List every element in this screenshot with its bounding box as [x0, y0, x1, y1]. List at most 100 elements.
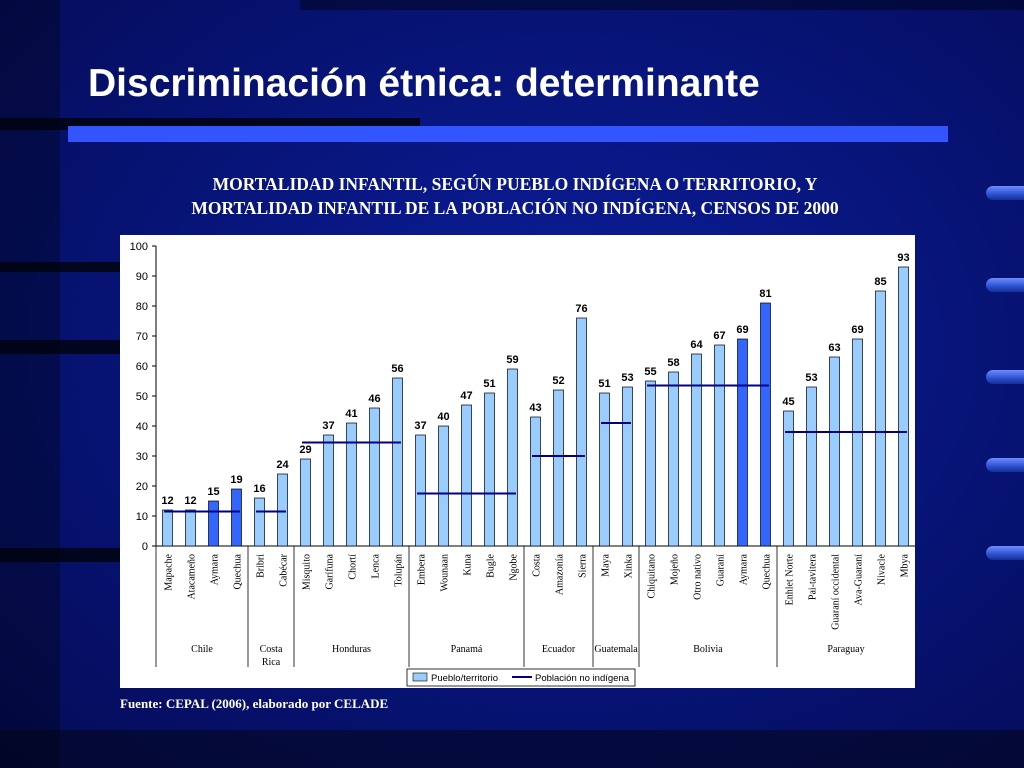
bar — [162, 509, 173, 547]
bar-value-label: 52 — [552, 375, 564, 387]
y-tick-label: 80 — [136, 301, 148, 313]
bar-value-label: 12 — [184, 495, 196, 507]
chart-area: 0 10 20 30 40 50 60 70 80 90 100 12 12 15 19 16 24 29 37 41… — [120, 235, 915, 688]
category-label: Xinka — [624, 553, 635, 578]
category-label: Pai-tavitera — [808, 553, 819, 600]
category-label: Ngobe — [509, 553, 520, 580]
bg-stripe — [0, 0, 60, 768]
category-label: Sierra — [578, 553, 589, 577]
group-label: Panamá — [451, 644, 483, 655]
chart-title: MORTALIDAD INFANTIL, SEGÚN PUEBLO INDÍGE… — [120, 172, 910, 220]
category-label: Quechua — [762, 553, 773, 589]
bar — [783, 410, 794, 547]
bar — [484, 392, 495, 547]
bar-value-label: 41 — [345, 408, 357, 420]
bar-value-label: 59 — [506, 354, 518, 366]
category-label: Embera — [417, 553, 428, 585]
group-label-line: Costa — [260, 644, 283, 655]
bar-value-label: 53 — [621, 372, 633, 384]
category-label: Chortí — [348, 554, 359, 580]
bar-value-label: 51 — [483, 378, 495, 390]
bar — [208, 500, 219, 547]
bar-value-label: 47 — [460, 390, 472, 402]
chart-title-line-2: MORTALIDAD INFANTIL DE LA POBLACIÓN NO I… — [191, 198, 839, 218]
bar-value-label: 40 — [437, 411, 449, 423]
bar — [622, 386, 633, 547]
bar — [553, 389, 564, 547]
category-label: Chiquitano — [647, 554, 658, 598]
bar-value-label: 64 — [690, 339, 703, 351]
bar-value-label: 69 — [736, 324, 748, 336]
bar-value-label: 15 — [207, 486, 219, 498]
bar — [254, 497, 265, 547]
category-label: Costa — [532, 553, 543, 576]
bar — [277, 473, 288, 547]
bar — [530, 416, 541, 547]
bar — [852, 338, 863, 547]
bar-value-label: 12 — [161, 495, 173, 507]
bar-value-label: 63 — [828, 342, 840, 354]
category-label: Aymara — [739, 553, 750, 585]
bar — [415, 434, 426, 547]
bar-value-label: 16 — [253, 483, 265, 495]
group-label: Chile — [191, 644, 213, 655]
bg-stripe — [0, 340, 120, 354]
group-label: Guatemala — [594, 644, 638, 655]
bar — [461, 404, 472, 547]
y-tick-label: 50 — [136, 391, 148, 403]
bar — [645, 380, 656, 547]
category-label: Misquito — [302, 554, 313, 590]
bar-value-label: 45 — [782, 396, 794, 408]
group-label: Bolivia — [693, 644, 723, 655]
bar-value-label: 67 — [713, 330, 725, 342]
group-label-line: Rica — [262, 657, 281, 668]
bg-stripe — [300, 0, 1024, 10]
bar-value-label: 56 — [391, 363, 403, 375]
legend-label-pueblo: Pueblo/territorio — [431, 673, 498, 684]
bar-value-label: 69 — [851, 324, 863, 336]
bar — [346, 422, 357, 547]
bar — [599, 392, 610, 547]
group-label: Ecuador — [542, 644, 576, 655]
legend-bar-swatch — [412, 672, 428, 682]
category-label: Maya — [601, 553, 612, 576]
bar — [300, 458, 311, 547]
category-label: Lenca — [371, 553, 382, 578]
bar-value-label: 24 — [276, 459, 289, 471]
group-label: Honduras — [332, 644, 371, 655]
bar — [691, 353, 702, 547]
bar-value-label: 85 — [874, 276, 886, 288]
category-label: Aymara — [210, 553, 221, 585]
bg-stripe — [0, 730, 1024, 768]
y-tick-label: 30 — [136, 451, 148, 463]
bar-value-label: 37 — [322, 420, 334, 432]
category-label: Guaraní — [716, 554, 727, 586]
bar — [185, 509, 196, 547]
bar-value-label: 19 — [230, 474, 242, 486]
category-label: Guaraní occidental — [831, 554, 842, 630]
y-tick-label: 60 — [136, 361, 148, 373]
y-tick-label: 90 — [136, 271, 148, 283]
bar — [438, 425, 449, 547]
y-tick-label: 10 — [136, 511, 148, 523]
bar-value-label: 81 — [759, 288, 771, 300]
y-tick-label: 70 — [136, 331, 148, 343]
category-label: Bugle — [486, 553, 497, 577]
category-label: Bribri — [256, 554, 267, 578]
bar — [714, 344, 725, 547]
bar — [576, 317, 587, 547]
bar — [737, 338, 748, 547]
category-label: Mbya — [900, 553, 911, 577]
bar — [507, 368, 518, 547]
bar-value-label: 37 — [414, 420, 426, 432]
bar — [392, 377, 403, 547]
bar-value-label: 51 — [598, 378, 610, 390]
category-label: Garífuna — [325, 553, 336, 589]
slide-title: Discriminación étnica: determinante — [88, 62, 760, 105]
bar — [806, 386, 817, 547]
decoration-pill — [986, 458, 1024, 472]
bar-value-label: 58 — [667, 357, 679, 369]
bar-value-label: 43 — [529, 402, 541, 414]
bar — [829, 356, 840, 547]
chart-title-line-1: MORTALIDAD INFANTIL, SEGÚN PUEBLO INDÍGE… — [212, 174, 818, 194]
